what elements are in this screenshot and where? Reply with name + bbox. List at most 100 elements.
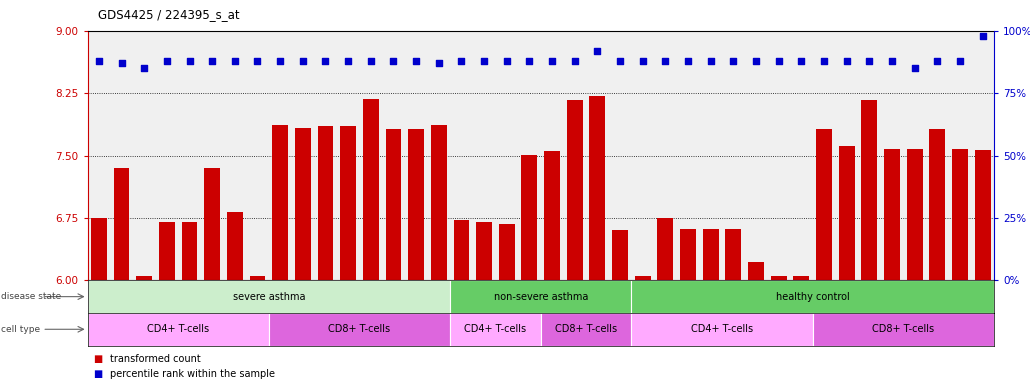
Point [952, 58, 968, 64]
Bar [657, 218, 674, 280]
Bar [544, 151, 560, 280]
Point [838, 58, 855, 64]
Bar [269, 313, 450, 346]
Text: transformed count: transformed count [110, 354, 201, 364]
Text: healthy control: healthy control [776, 291, 850, 302]
Bar [249, 276, 266, 280]
Point [566, 58, 583, 64]
Point [136, 65, 152, 71]
Bar [861, 100, 878, 280]
Point [974, 33, 991, 39]
Point [204, 58, 220, 64]
Point [702, 58, 719, 64]
Text: CD4+ T-cells: CD4+ T-cells [465, 324, 526, 334]
Point [272, 58, 288, 64]
Bar [363, 99, 379, 280]
Bar [770, 276, 787, 280]
Point [521, 58, 538, 64]
Point [725, 58, 742, 64]
Bar [181, 222, 198, 280]
Text: non-severe asthma: non-severe asthma [493, 291, 588, 302]
Text: CD8+ T-cells: CD8+ T-cells [555, 324, 617, 334]
Bar [589, 96, 606, 280]
Bar [631, 313, 813, 346]
Text: CD4+ T-cells: CD4+ T-cells [147, 324, 209, 334]
Bar [88, 313, 269, 346]
Text: disease state: disease state [1, 292, 61, 301]
Point [793, 58, 810, 64]
Bar [453, 220, 470, 280]
Bar [408, 129, 424, 280]
Point [91, 58, 107, 64]
Bar [929, 129, 946, 280]
Point [113, 60, 130, 66]
Text: GDS4425 / 224395_s_at: GDS4425 / 224395_s_at [98, 8, 239, 21]
Bar [521, 155, 538, 280]
Point [363, 58, 379, 64]
Point [657, 58, 674, 64]
Bar [113, 168, 130, 280]
Bar [813, 313, 994, 346]
Point [181, 58, 198, 64]
Bar [227, 212, 243, 280]
Bar [340, 126, 356, 280]
Bar [431, 125, 447, 280]
Point [906, 65, 923, 71]
Point [249, 58, 266, 64]
Bar [906, 149, 923, 280]
Point [385, 58, 402, 64]
Text: ■: ■ [93, 354, 102, 364]
Bar [974, 150, 991, 280]
Bar [385, 129, 402, 280]
Text: ■: ■ [93, 369, 102, 379]
Bar [476, 222, 492, 280]
Bar [159, 222, 175, 280]
Point [317, 58, 334, 64]
Bar [631, 280, 994, 313]
Text: percentile rank within the sample: percentile rank within the sample [110, 369, 275, 379]
Point [431, 60, 447, 66]
Bar [295, 128, 311, 280]
Point [589, 48, 606, 54]
Point [340, 58, 356, 64]
Bar [204, 168, 220, 280]
Point [227, 58, 243, 64]
Bar [952, 149, 968, 280]
Bar [702, 229, 719, 280]
Point [499, 58, 515, 64]
Bar [816, 129, 832, 280]
Point [770, 58, 787, 64]
Bar [793, 276, 810, 280]
Text: severe asthma: severe asthma [233, 291, 305, 302]
Bar [838, 146, 855, 280]
Bar [541, 313, 631, 346]
Point [408, 58, 424, 64]
Bar [566, 100, 583, 280]
Point [816, 58, 832, 64]
Point [295, 58, 311, 64]
Bar [612, 230, 628, 280]
Text: cell type: cell type [1, 325, 40, 334]
Point [634, 58, 651, 64]
Bar [136, 276, 152, 280]
Bar [450, 280, 631, 313]
Bar [634, 276, 651, 280]
Bar [748, 262, 764, 280]
Bar [450, 313, 541, 346]
Point [612, 58, 628, 64]
Text: CD8+ T-cells: CD8+ T-cells [872, 324, 934, 334]
Bar [88, 280, 450, 313]
Bar [725, 229, 742, 280]
Bar [272, 125, 288, 280]
Bar [317, 126, 334, 280]
Text: CD4+ T-cells: CD4+ T-cells [691, 324, 753, 334]
Point [159, 58, 175, 64]
Point [476, 58, 492, 64]
Bar [884, 149, 900, 280]
Point [748, 58, 764, 64]
Point [544, 58, 560, 64]
Point [884, 58, 900, 64]
Bar [91, 218, 107, 280]
Point [453, 58, 470, 64]
Text: CD8+ T-cells: CD8+ T-cells [329, 324, 390, 334]
